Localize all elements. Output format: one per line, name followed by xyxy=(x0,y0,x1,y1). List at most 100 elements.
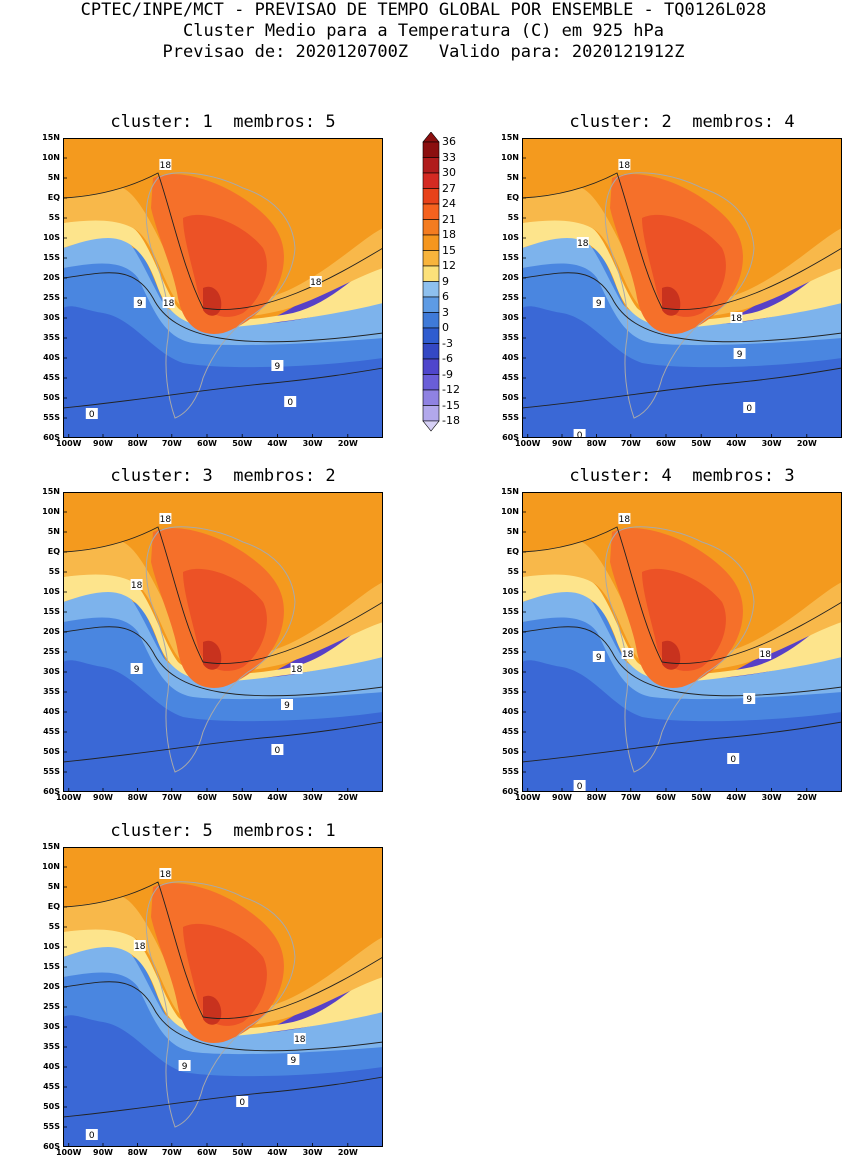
latitude-label: 60S xyxy=(43,1142,60,1151)
longitude-label: 70W xyxy=(161,1148,182,1157)
latitude-label: 25S xyxy=(43,293,60,302)
latitude-label: 5N xyxy=(47,173,60,182)
colorbar-swatch xyxy=(422,343,440,360)
latitude-label: 5S xyxy=(48,213,60,222)
colorbar-level-label: 18 xyxy=(442,228,456,241)
longitude-label: 50W xyxy=(691,793,712,802)
longitude-label: 80W xyxy=(586,793,607,802)
latitude-label: EQ xyxy=(47,193,60,202)
contour-label: 9 xyxy=(737,350,743,360)
latitude-label: EQ xyxy=(506,547,519,556)
panel-title: cluster: 1 membros: 5 xyxy=(110,112,336,132)
latitude-label: 30S xyxy=(43,1022,60,1031)
latitude-label: 35S xyxy=(43,687,60,696)
colorbar-level-label: 30 xyxy=(442,166,456,179)
longitude-label: 70W xyxy=(620,439,641,448)
latitude-label: 45S xyxy=(43,1082,60,1091)
colorbar-swatch xyxy=(422,327,440,344)
latitude-label: 20S xyxy=(43,273,60,282)
latitude-label: 20S xyxy=(43,982,60,991)
contour-label: 18 xyxy=(619,515,631,525)
latitude-label: 25S xyxy=(43,1002,60,1011)
colorbar-level-label: 12 xyxy=(442,259,456,272)
colorbar-level-label: 3 xyxy=(442,305,449,319)
longitude-label: 100W xyxy=(55,439,82,448)
latitude-label: 10S xyxy=(502,233,519,242)
colorbar-swatch xyxy=(422,374,440,391)
colorbar-level-label: 6 xyxy=(442,290,449,303)
colorbar-level-label: 9 xyxy=(442,274,449,288)
latitude-label: 15S xyxy=(43,607,60,616)
contour-label: 18 xyxy=(160,161,172,171)
longitude-label: 50W xyxy=(691,439,712,448)
latitude-label: 50S xyxy=(43,747,60,756)
contour-label: 18 xyxy=(577,239,589,249)
longitude-label: 30W xyxy=(761,439,782,448)
colorbar-level-label: 27 xyxy=(442,181,456,195)
latitude-label: 45S xyxy=(502,727,519,736)
colorbar-level-label: 36 xyxy=(442,135,456,148)
longitude-label: 20W xyxy=(337,1148,358,1157)
longitude-label: 60W xyxy=(656,439,676,448)
colorbar-level-label: 0 xyxy=(442,321,449,334)
latitude-label: 5N xyxy=(47,527,60,536)
latitude-label: 15S xyxy=(43,962,60,971)
latitude-label: 5S xyxy=(507,213,519,222)
latitude-label: 30S xyxy=(502,667,519,676)
longitude-label: 40W xyxy=(267,793,288,802)
figure-title-line-3: Previsao de: 2020120700Z Valido para: 20… xyxy=(162,42,685,62)
latitude-label: 5S xyxy=(48,922,60,931)
latitude-label: 55S xyxy=(502,413,519,422)
latitude-label: 40S xyxy=(43,1062,60,1071)
latitude-label: 25S xyxy=(502,293,519,302)
latitude-label: 5N xyxy=(47,882,60,891)
longitude-label: 20W xyxy=(796,439,817,448)
longitude-label: 20W xyxy=(796,793,817,802)
latitude-label: 5S xyxy=(507,567,519,576)
latitude-label: 50S xyxy=(43,1102,60,1111)
colorbar-level-label: 33 xyxy=(442,150,456,164)
latitude-label: 10S xyxy=(43,233,60,242)
longitude-label: 50W xyxy=(232,793,253,802)
colorbar-swatch xyxy=(422,188,440,205)
figure-title-line-2: Cluster Medio para a Temperatura (C) em … xyxy=(182,21,665,41)
longitude-label: 60W xyxy=(197,439,217,448)
latitude-label: 10S xyxy=(502,587,519,596)
latitude-label: 45S xyxy=(502,373,519,382)
colorbar-swatch xyxy=(422,281,440,298)
contour-label: 18 xyxy=(619,161,631,171)
latitude-label: 50S xyxy=(502,393,519,402)
temperature-map: 18 18 18 9 9 0 0 xyxy=(63,138,383,438)
latitude-label: 15S xyxy=(43,253,60,262)
colorbar-level-label: -3 xyxy=(442,336,453,350)
longitude-label: 60W xyxy=(197,1148,217,1157)
contour-label: 18 xyxy=(310,278,322,288)
contour-label: 9 xyxy=(137,299,143,309)
contour-label: 9 xyxy=(284,701,290,711)
latitude-label: 5N xyxy=(506,527,519,536)
contour-label: 18 xyxy=(291,665,303,675)
colorbar-level-label: -9 xyxy=(442,367,453,381)
longitude-label: 40W xyxy=(726,793,747,802)
temperature-map: 18 18 18 9 9 0 xyxy=(63,492,383,792)
latitude-label: 40S xyxy=(502,353,519,362)
latitude-label: 55S xyxy=(43,1122,60,1131)
latitude-label: 10N xyxy=(42,862,60,871)
contour-label: 18 xyxy=(163,299,175,309)
longitude-label: 30W xyxy=(302,793,323,802)
latitude-label: 60S xyxy=(43,787,60,796)
latitude-label: 35S xyxy=(43,333,60,342)
latitude-label: 55S xyxy=(43,413,60,422)
colorbar-swatch xyxy=(422,141,440,158)
colorbar-swatch xyxy=(422,234,440,251)
colorbar-swatch xyxy=(422,172,440,189)
latitude-label: 35S xyxy=(502,687,519,696)
longitude-label: 90W xyxy=(93,1148,113,1157)
panel-title: cluster: 4 membros: 3 xyxy=(569,466,795,486)
contour-label: 0 xyxy=(89,1131,95,1141)
longitude-label: 40W xyxy=(267,1148,288,1157)
contour-label: 18 xyxy=(131,581,143,591)
latitude-label: 45S xyxy=(43,373,60,382)
latitude-label: 40S xyxy=(43,707,60,716)
latitude-label: 40S xyxy=(502,707,519,716)
